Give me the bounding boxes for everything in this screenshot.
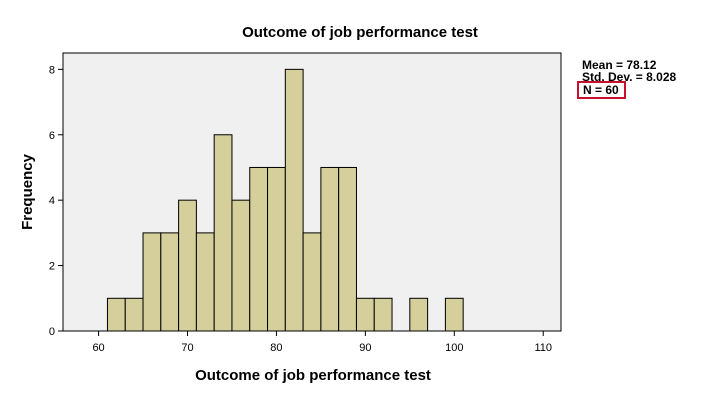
stats-box: Mean = 78.12 Std. Dev. = 8.028 N = 60 <box>577 58 676 99</box>
y-tick-label-4: 4 <box>49 195 55 207</box>
x-tick-label-90: 90 <box>359 342 371 354</box>
y-axis-label: Frequency <box>19 153 36 230</box>
histogram-bar-12 <box>302 232 322 332</box>
histogram-bar-17 <box>409 297 429 332</box>
histogram-bar-13 <box>320 166 340 332</box>
stat-std-dev: Std. Dev. = 8.028 <box>582 70 676 84</box>
histogram-bar-2 <box>124 297 144 332</box>
histogram-bar-6 <box>195 232 215 332</box>
histogram-bar-5 <box>178 199 197 332</box>
y-tick-label-0: 0 <box>49 326 55 338</box>
x-tick-label-110: 110 <box>534 342 552 354</box>
histogram-bar-14 <box>338 166 357 332</box>
x-tick-label-60: 60 <box>92 342 104 354</box>
histogram-bar-18 <box>444 297 464 332</box>
histogram-bar-8 <box>231 199 251 332</box>
y-axis: 0 2 4 6 8 <box>49 64 63 338</box>
stat-mean: Mean = 78.12 <box>582 58 657 72</box>
y-tick-label-6: 6 <box>49 130 55 142</box>
histogram-bar-16 <box>373 297 393 332</box>
histogram-bar-4 <box>160 232 180 332</box>
histogram-bar-10 <box>267 166 286 332</box>
histogram-bar-11 <box>284 68 304 332</box>
x-tick-label-100: 100 <box>445 342 463 354</box>
histogram-bar-9 <box>249 166 269 332</box>
x-tick-label-80: 80 <box>270 342 282 354</box>
y-tick-label-2: 2 <box>49 261 55 273</box>
x-tick-label-70: 70 <box>181 342 193 354</box>
bars-group <box>106 68 464 332</box>
y-tick-label-8: 8 <box>49 64 55 76</box>
x-axis: 60 70 80 90 100 110 <box>92 331 552 354</box>
histogram-bar-1 <box>106 297 126 332</box>
histogram-bar-15 <box>355 297 375 332</box>
histogram-bar-3 <box>142 232 162 332</box>
x-axis-label: Outcome of job performance test <box>195 367 431 384</box>
chart-title: Outcome of job performance test <box>242 24 478 41</box>
n-highlight-box <box>577 81 626 99</box>
stat-n: N = 60 <box>583 83 619 97</box>
histogram-bar-7 <box>213 134 233 332</box>
